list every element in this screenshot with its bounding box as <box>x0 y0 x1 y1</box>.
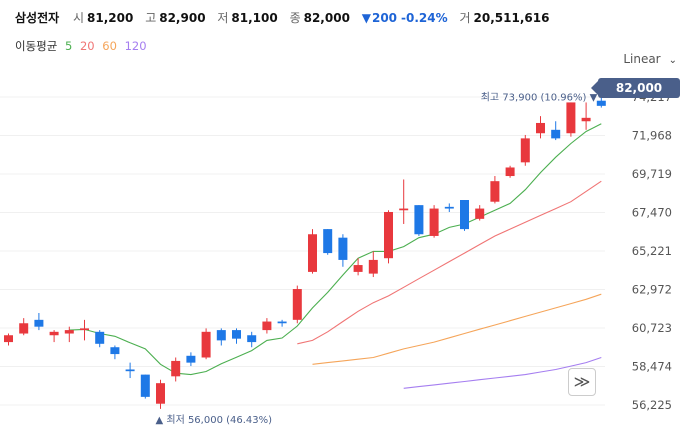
candle-body <box>80 328 89 331</box>
ma-legend-5[interactable]: 5 <box>64 39 73 53</box>
candle-body <box>399 208 409 211</box>
y-tick-label: 58,474 <box>632 360 672 374</box>
high-label: 고 <box>145 11 157 25</box>
candle-body <box>171 360 181 377</box>
ma-line-60 <box>312 293 602 365</box>
candle-body <box>186 355 196 363</box>
candle-body <box>384 211 393 259</box>
candle-body <box>156 383 165 404</box>
high-value: 82,900 <box>159 11 206 25</box>
volume-value: 20,511,616 <box>473 11 550 25</box>
scale-selector[interactable]: Linear ⌄ <box>623 52 677 66</box>
candle-body <box>338 237 348 260</box>
chevron-down-icon: ⌄ <box>668 55 677 66</box>
candle-body <box>34 319 44 327</box>
candle-body <box>551 129 561 139</box>
ma-legend-120[interactable]: 120 <box>124 39 147 53</box>
candle-body <box>566 102 576 134</box>
candle-body <box>444 206 454 209</box>
candle-body <box>232 330 241 339</box>
candle-body <box>475 208 485 219</box>
y-tick-label: 60,723 <box>632 321 672 335</box>
y-tick-label: 69,719 <box>632 167 672 181</box>
candle-body <box>353 265 363 272</box>
low-value: 81,100 <box>231 11 278 25</box>
candle-body <box>323 229 333 254</box>
low-label: 저 <box>217 11 229 25</box>
candle-body <box>247 335 257 343</box>
scroll-latest-button[interactable]: ≫ <box>568 368 596 396</box>
candle-body <box>110 347 120 355</box>
candle-body <box>581 117 591 122</box>
open-label: 시 <box>73 11 85 25</box>
candle-body <box>4 335 13 343</box>
close-value: 82,000 <box>303 11 350 25</box>
stock-name: 삼성전자 <box>15 11 60 25</box>
candle-body <box>277 321 287 324</box>
change-percent: -0.24% <box>401 11 448 25</box>
y-tick-label: 71,968 <box>632 129 672 143</box>
scale-selector-value: Linear <box>623 52 661 66</box>
ma-line-5 <box>69 123 602 376</box>
ma-legend-label: 이동평균 <box>15 39 58 53</box>
change-down-icon: ▼ <box>361 11 371 25</box>
y-tick-label: 67,470 <box>632 206 672 220</box>
min-price-annotation: ▲ 최저 56,000 (46.43%) <box>156 414 273 426</box>
change-value: 200 <box>371 11 398 25</box>
candle-body <box>49 331 59 336</box>
volume-label: 거 <box>459 11 471 25</box>
open-value: 81,200 <box>87 11 134 25</box>
candle-body <box>536 122 545 134</box>
chart-header: 삼성전자 시 81,200 고 82,900 저 81,100 종 82,000 ▼20… <box>0 0 691 60</box>
candle-body <box>368 259 378 274</box>
candle-body <box>596 100 606 106</box>
ma-line-20 <box>297 180 602 345</box>
current-price-badge: 82,000 <box>591 78 680 98</box>
candle-body <box>505 167 515 177</box>
candle-body <box>216 330 226 341</box>
candle-body <box>201 331 211 358</box>
candle-body <box>64 330 74 334</box>
candle-body <box>125 369 135 372</box>
candle-body <box>292 289 302 320</box>
ma-line-120 <box>403 356 602 389</box>
candle-body <box>140 374 150 397</box>
candle-body <box>95 331 105 344</box>
candle-body <box>19 323 29 334</box>
y-tick-label: 62,972 <box>632 283 672 297</box>
candle-body <box>460 200 469 230</box>
candle-body <box>520 138 530 163</box>
ma-legend-60[interactable]: 60 <box>102 39 117 53</box>
close-label: 종 <box>289 11 301 25</box>
candle-body <box>262 321 272 331</box>
candle-body <box>308 234 317 272</box>
ma-legend: 이동평균 5 20 60 120 <box>15 38 151 54</box>
y-tick-label: 65,221 <box>632 244 672 258</box>
ma-legend-20[interactable]: 20 <box>79 39 95 53</box>
y-tick-label: 56,225 <box>632 398 672 412</box>
candle-body <box>429 208 439 236</box>
quote-summary: 삼성전자 시 81,200 고 82,900 저 81,100 종 82,000 ▼20… <box>15 9 557 26</box>
candle-body <box>414 205 424 235</box>
max-price-annotation: 최고 73,900 (10.96%) ▼ <box>481 91 598 103</box>
candle-body <box>490 181 500 202</box>
